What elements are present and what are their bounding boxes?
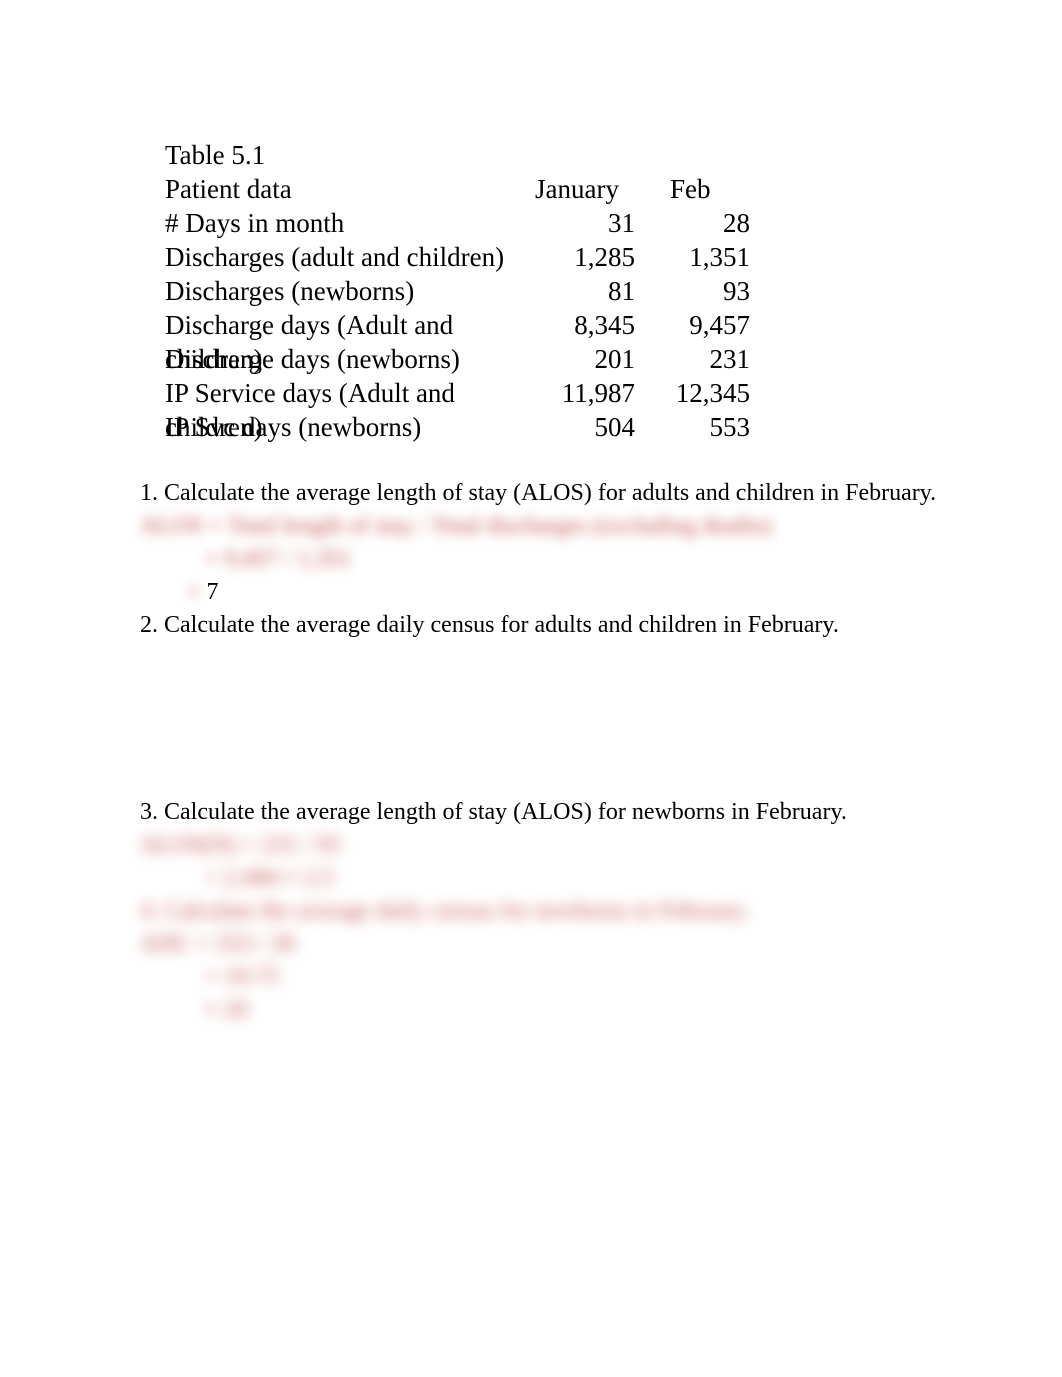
row-col2: 9,457 <box>635 308 750 342</box>
data-table: Table 5.1 Patient data January Feb # Day… <box>165 138 750 444</box>
row-col2: 93 <box>635 274 750 308</box>
page: Table 5.1 Patient data January Feb # Day… <box>0 0 1062 1377</box>
row-col2: 1,351 <box>635 240 750 274</box>
row-label: Discharges (newborns) <box>165 274 515 308</box>
row-col1: 201 <box>515 342 635 376</box>
table-row: IP Service days (Adult and children) 11,… <box>165 376 750 410</box>
row-col2: 553 <box>635 410 750 444</box>
table-row: IP Svc days (newborns) 504 553 <box>165 410 750 444</box>
q2-prompt: 2. Calculate the average daily census fo… <box>140 609 940 642</box>
q1-answer: = 7 <box>187 576 940 609</box>
row-label: # Days in month <box>165 206 515 240</box>
table-title: Table 5.1 <box>165 138 515 172</box>
q3-prompt: 3. Calculate the average length of stay … <box>140 796 940 829</box>
table-row: Discharges (newborns) 81 93 <box>165 274 750 308</box>
row-col2: 231 <box>635 342 750 376</box>
row-label: IP Svc days (newborns) <box>165 410 515 444</box>
row-col1: 31 <box>515 206 635 240</box>
q4-prompt: 4. Calculate the average daily census fo… <box>140 895 940 928</box>
table-header-col2: Feb <box>635 172 750 206</box>
table-row: Discharge days (newborns) 201 231 <box>165 342 750 376</box>
q4-work-line1: ADC = 553 / 28 <box>140 928 940 961</box>
q4-work-line3: ≈ 20 <box>205 994 940 1027</box>
row-col1: 81 <box>515 274 635 308</box>
row-col1: 504 <box>515 410 635 444</box>
row-col1: 11,987 <box>515 376 635 410</box>
q3-work-line1: ALOS(N) = 231 / 93 <box>140 829 940 862</box>
table-header-label: Patient data <box>165 172 515 206</box>
row-col1: 1,285 <box>515 240 635 274</box>
table-title-row: Table 5.1 <box>165 138 750 172</box>
q3-work-line2: = 2.484 ≈ 2.5 <box>205 862 940 895</box>
row-label: Discharges (adult and children) <box>165 240 515 274</box>
table-row: # Days in month 31 28 <box>165 206 750 240</box>
q2-workspace <box>140 642 940 796</box>
row-col2: 12,345 <box>635 376 750 410</box>
questions-block: 1. Calculate the average length of stay … <box>140 477 940 1027</box>
row-label: Discharge days (newborns) <box>165 342 515 376</box>
table-row: Discharges (adult and children) 1,285 1,… <box>165 240 750 274</box>
q1-work-line2: = 9,457 / 1,351 <box>205 543 940 576</box>
row-col2: 28 <box>635 206 750 240</box>
row-col1: 8,345 <box>515 308 635 342</box>
q4-work-line2: = 19.75 <box>205 961 940 994</box>
table-header-col1: January <box>515 172 635 206</box>
q1-prompt: 1. Calculate the average length of stay … <box>140 477 940 510</box>
q1-work-line1: ALOS = Total length of stay / Total disc… <box>140 510 940 543</box>
table-header-row: Patient data January Feb <box>165 172 750 206</box>
table-row: Discharge days (Adult and children) 8,34… <box>165 308 750 342</box>
